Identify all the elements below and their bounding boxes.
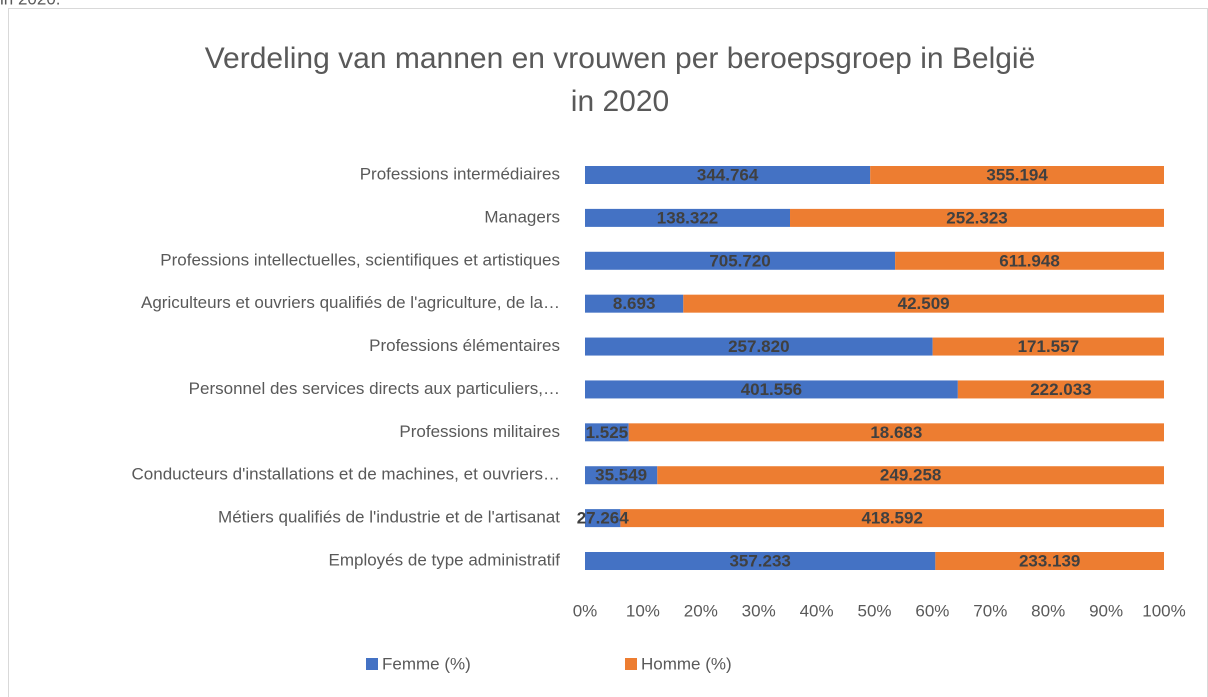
data-label: 233.139 [1019,551,1080,570]
data-label: 171.557 [1018,337,1079,356]
bar-segment [932,337,1164,356]
legend-label: Femme (%) [382,654,471,673]
data-label: 35.549 [595,466,647,485]
legend-swatch [625,658,637,670]
bar-segment [585,337,933,356]
data-label: 401.556 [741,380,802,399]
x-tick-label: 50% [857,601,891,620]
x-tick-label: 30% [742,601,776,620]
bar-segment [683,294,1164,313]
bar-segment [585,509,621,528]
bar-segment [870,166,1164,184]
data-label: 252.323 [946,208,1007,227]
bar-segment [585,251,896,270]
y-tick-label: Métiers qualifiés de l'industrie et de l… [218,508,560,527]
bar-segment [620,509,1164,528]
data-label: 355.194 [986,165,1048,184]
x-tick-label: 80% [1031,601,1065,620]
bar-segment [628,423,1164,442]
bar-segment [895,251,1164,270]
y-tick-label: Managers [484,207,560,226]
bar-segment [790,208,1164,227]
bar-segment [585,166,871,184]
x-tick-label: 90% [1089,601,1123,620]
data-label: 611.948 [999,251,1060,270]
bar-segment [585,466,658,485]
data-label: 18.683 [870,423,922,442]
y-tick-label: Professions intermédiaires [360,164,560,183]
bar-segment [585,208,791,227]
y-tick-label: Conducteurs d'installations et de machin… [132,465,560,484]
data-label: 344.764 [697,165,759,184]
page-text: in 2020. [0,0,61,8]
data-label: 249.258 [880,466,941,485]
bar-segment [585,294,684,313]
data-label: 27.264 [577,509,630,528]
x-tick-label: 20% [684,601,718,620]
y-tick-label: Agriculteurs et ouvriers qualifiés de l'… [141,293,560,312]
y-tick-label: Employés de type administratif [329,550,561,569]
data-label: 138.322 [657,208,718,227]
data-label: 1.525 [586,423,629,442]
data-label: 257.820 [728,337,789,356]
legend-swatch [366,658,378,670]
data-label: 705.720 [709,251,770,270]
x-tick-label: 60% [915,601,949,620]
y-tick-label: Personnel des services directs aux parti… [189,379,560,398]
y-tick-label: Professions militaires [399,422,560,441]
x-tick-label: 70% [973,601,1007,620]
chart-title: Verdeling van mannen en vrouwen per bero… [205,42,1036,118]
y-tick-label: Professions intellectuelles, scientifiqu… [160,250,560,269]
bar-segment [585,380,958,399]
data-label: 8.693 [613,294,656,313]
x-tick-label: 40% [800,601,834,620]
data-label: 418.592 [861,509,922,528]
bar-segment [585,552,936,570]
bar-segment [935,552,1164,570]
data-label: 357.233 [729,551,790,570]
data-label: 222.033 [1030,380,1091,399]
x-tick-label: 0% [573,601,598,620]
bar-segment [657,466,1164,485]
y-tick-label: Professions élémentaires [369,336,560,355]
x-tick-label: 10% [626,601,660,620]
data-label: 42.509 [898,294,950,313]
legend-label: Homme (%) [641,654,732,673]
bar-segment [957,380,1164,399]
x-tick-label: 100% [1142,601,1185,620]
bar-segment [585,423,629,442]
